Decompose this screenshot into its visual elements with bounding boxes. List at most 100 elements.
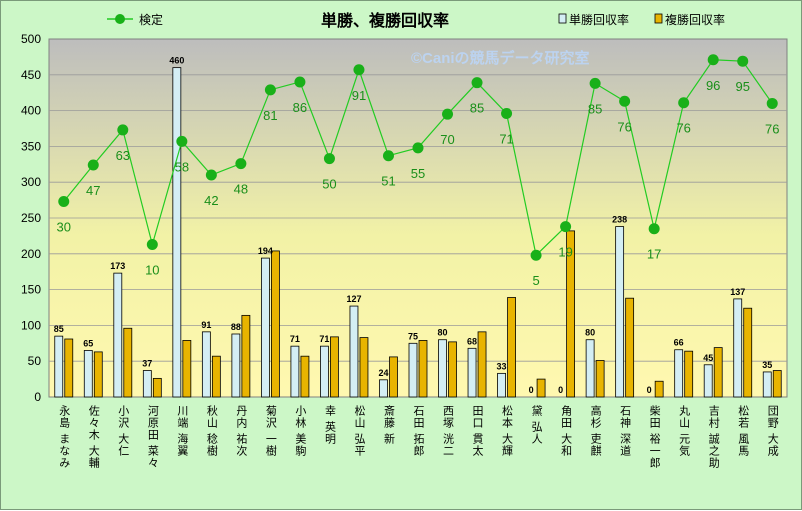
bar-fukusho xyxy=(211,355,221,398)
bar-fukusho xyxy=(507,297,516,398)
y-tick-label: 0 xyxy=(34,390,41,404)
line-point xyxy=(619,95,631,107)
y-tick-label: 300 xyxy=(21,175,41,189)
y-tick-label: 200 xyxy=(21,247,41,261)
bar-data-label: 460 xyxy=(169,56,184,66)
line-point xyxy=(264,84,276,96)
line-data-label: 50 xyxy=(322,177,336,192)
legend-label-tansho: 単勝回収率 xyxy=(569,12,629,27)
line-point xyxy=(58,196,70,208)
x-tick-label: 田口 貫太 xyxy=(471,405,484,457)
bar-tansho xyxy=(320,345,329,398)
line-data-label: 19 xyxy=(558,245,572,260)
line-data-label: 30 xyxy=(57,220,71,235)
bar-tansho xyxy=(201,331,211,398)
line-point xyxy=(501,107,513,119)
legend-swatch-tansho xyxy=(558,13,567,24)
bar-fukusho xyxy=(241,314,251,398)
y-tick-label: 350 xyxy=(21,139,41,153)
line-data-label: 76 xyxy=(765,121,779,136)
line-data-label: 85 xyxy=(470,101,484,116)
bar-fukusho xyxy=(625,297,635,398)
line-data-label: 5 xyxy=(532,273,539,288)
bar-fukusho xyxy=(772,370,782,398)
x-tick-label: 小林 美駒 xyxy=(294,405,307,457)
bar-tansho xyxy=(703,364,713,398)
bar-tansho xyxy=(349,305,359,398)
bar-data-label: 0 xyxy=(647,385,652,395)
bar-tansho xyxy=(733,298,743,398)
line-data-label: 81 xyxy=(263,108,277,123)
bar-tansho xyxy=(585,339,595,398)
y-tick-label: 500 xyxy=(21,32,41,46)
bar-tansho xyxy=(83,350,93,398)
x-tick-label: 石神 深道 xyxy=(619,405,632,457)
bar-data-label: 45 xyxy=(703,353,713,363)
bar-data-label: 24 xyxy=(378,368,388,378)
bar-data-label: 127 xyxy=(346,294,361,304)
bar-data-label: 0 xyxy=(529,385,534,395)
line-data-label: 96 xyxy=(706,78,720,93)
bar-data-label: 66 xyxy=(674,338,684,348)
bar-fukusho xyxy=(743,307,753,398)
line-data-label: 71 xyxy=(499,131,513,146)
bar-data-label: 194 xyxy=(258,246,273,256)
x-tick-label: 丹内 祐次 xyxy=(235,405,248,457)
bar-data-label: 80 xyxy=(438,328,448,338)
bar-tansho xyxy=(379,379,388,398)
x-tick-label: 河原田 菜々 xyxy=(146,405,159,469)
bar-fukusho xyxy=(330,336,339,398)
y-tick-label: 50 xyxy=(28,354,42,368)
line-point xyxy=(471,77,483,89)
bar-tansho xyxy=(674,349,684,398)
legend: 検定 単勝回収率 複勝回収率 xyxy=(107,12,725,27)
bar-fukusho xyxy=(654,380,664,398)
line-data-label: 86 xyxy=(293,100,307,115)
bar-data-label: 75 xyxy=(408,331,418,341)
bar-fukusho xyxy=(359,337,369,398)
x-tick-label: 柴田 裕一郎 xyxy=(648,404,661,469)
line-point xyxy=(176,135,188,147)
bar-fukusho xyxy=(123,327,133,398)
line-point xyxy=(87,159,99,171)
legend-marker xyxy=(115,14,125,24)
y-tick-label: 400 xyxy=(21,104,41,118)
line-data-label: 95 xyxy=(735,79,749,94)
line-data-label: 10 xyxy=(145,262,159,277)
bar-fukusho xyxy=(418,340,428,398)
bar-data-label: 68 xyxy=(467,336,477,346)
bar-fukusho xyxy=(713,347,723,398)
legend-swatch-fukusho xyxy=(654,13,663,24)
x-tick-label: 佐々木 大輔 xyxy=(87,404,100,469)
bar-tansho xyxy=(615,226,625,398)
line-data-label: 48 xyxy=(234,182,248,197)
bar-fukusho xyxy=(152,377,162,398)
x-tick-label: 吉村 誠之助 xyxy=(707,405,720,469)
line-point xyxy=(382,150,394,162)
line-data-label: 70 xyxy=(440,132,454,147)
line-point xyxy=(117,124,129,136)
line-data-label: 47 xyxy=(86,183,100,198)
bar-data-label: 71 xyxy=(290,334,300,344)
line-point xyxy=(589,77,601,89)
x-tick-label: 永島 まなみ xyxy=(58,404,70,469)
x-tick-label: 菊沢 一樹 xyxy=(264,405,277,457)
x-tick-label: 松本 大輝 xyxy=(501,404,514,457)
line-point xyxy=(560,221,572,233)
bar-fukusho xyxy=(566,230,575,398)
line-data-label: 76 xyxy=(617,119,631,134)
x-tick-label: 団野 大成 xyxy=(766,405,779,457)
line-data-label: 51 xyxy=(381,174,395,189)
line-point xyxy=(294,76,306,88)
bar-fukusho xyxy=(270,250,280,398)
bar-tansho xyxy=(260,257,270,398)
bar-tansho xyxy=(113,272,123,398)
x-tick-label: 小沢 大仁 xyxy=(117,405,130,457)
bar-data-label: 33 xyxy=(497,361,507,371)
y-tick-label: 150 xyxy=(21,283,41,297)
bar-tansho xyxy=(54,335,64,398)
legend-label-fukusho: 複勝回収率 xyxy=(665,12,725,27)
bar-data-label: 65 xyxy=(83,338,93,348)
line-point xyxy=(678,97,690,109)
